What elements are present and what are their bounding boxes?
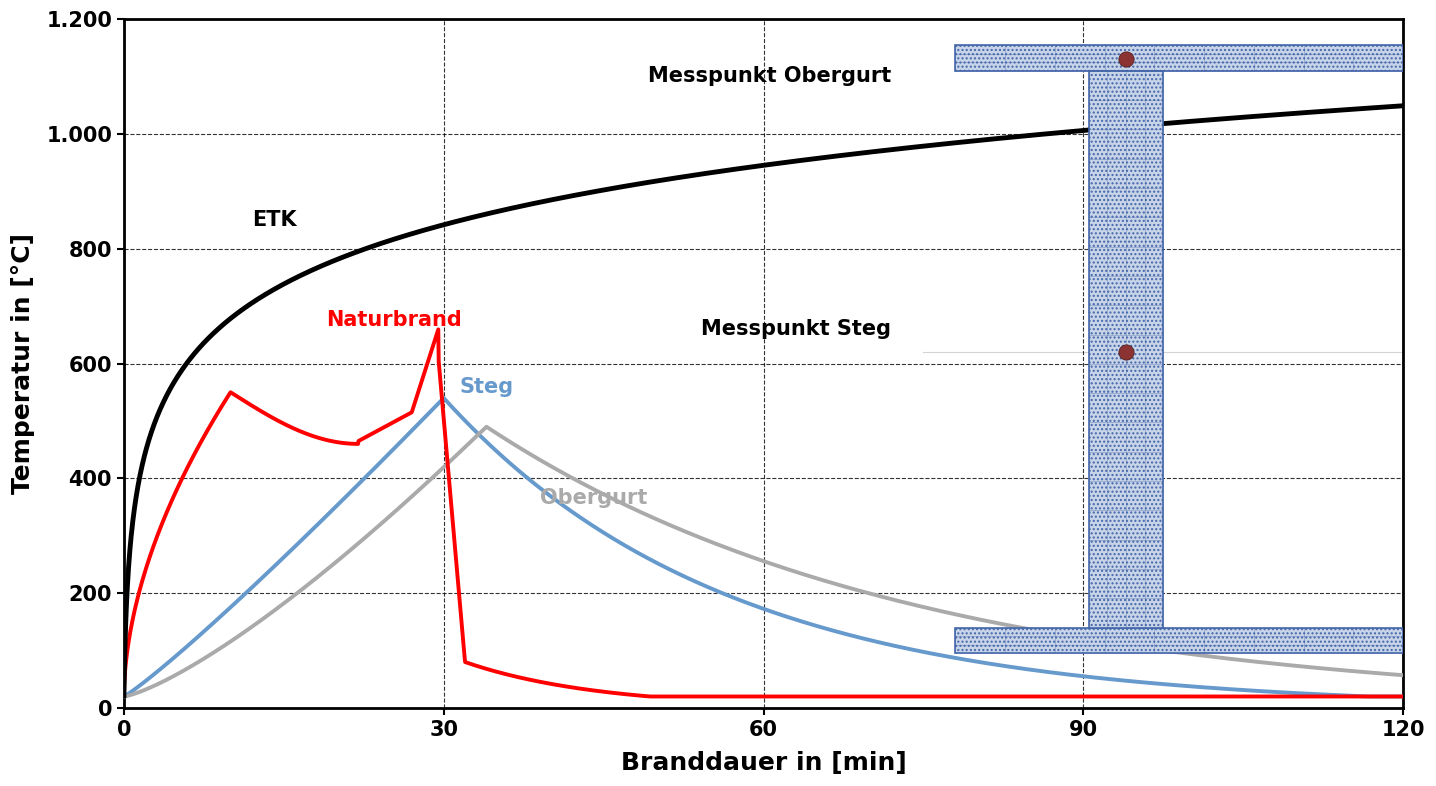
Polygon shape <box>1088 71 1163 627</box>
Text: Messpunkt Steg: Messpunkt Steg <box>701 319 892 339</box>
Text: Steg: Steg <box>460 377 514 398</box>
Y-axis label: Temperatur in [°C]: Temperatur in [°C] <box>11 233 34 494</box>
Polygon shape <box>955 627 1403 653</box>
Polygon shape <box>955 45 1403 71</box>
Text: Naturbrand: Naturbrand <box>326 310 462 330</box>
Text: Obergurt: Obergurt <box>540 488 648 509</box>
Text: Messpunkt Obergurt: Messpunkt Obergurt <box>648 66 892 86</box>
X-axis label: Branddauer in [min]: Branddauer in [min] <box>620 751 906 775</box>
Text: ETK: ETK <box>251 210 296 230</box>
